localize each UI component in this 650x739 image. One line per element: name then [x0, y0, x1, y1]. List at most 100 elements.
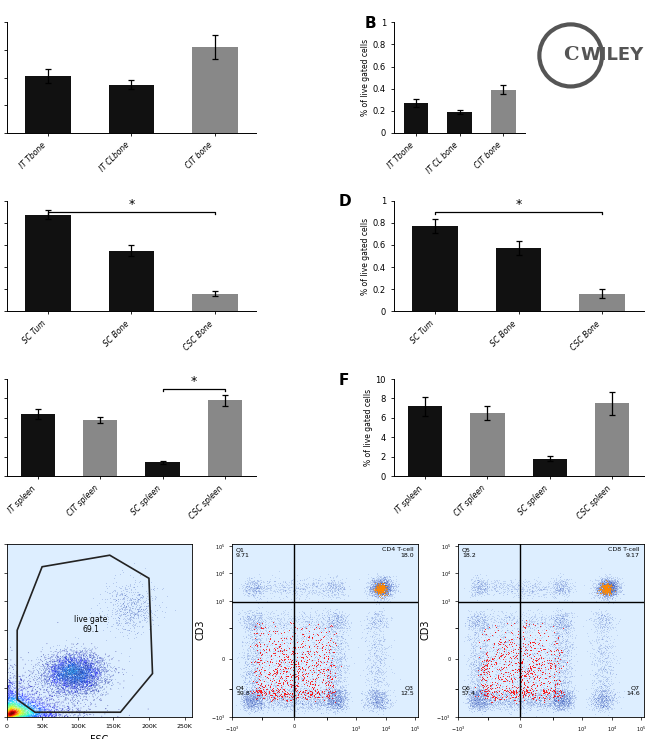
- Point: [278, 583, 288, 595]
- Point: [13, 694, 23, 706]
- Point: [76, 655, 86, 667]
- Point: [563, 619, 573, 630]
- Point: [81, 681, 92, 692]
- Point: [512, 584, 522, 596]
- Point: [526, 582, 537, 593]
- Point: [597, 692, 607, 704]
- Point: [310, 697, 320, 709]
- Point: [249, 590, 259, 602]
- Point: [549, 654, 560, 666]
- Point: [373, 581, 384, 593]
- Point: [247, 655, 257, 667]
- Point: [80, 645, 90, 657]
- Point: [589, 684, 599, 696]
- Point: [376, 605, 386, 617]
- Point: [44, 668, 54, 680]
- Point: [3, 697, 13, 709]
- Point: [30, 661, 40, 673]
- Point: [318, 691, 329, 703]
- Point: [242, 684, 253, 696]
- Point: [384, 583, 394, 595]
- Point: [529, 687, 539, 699]
- Point: [609, 581, 619, 593]
- Point: [244, 701, 254, 713]
- Point: [373, 583, 384, 595]
- Point: [374, 582, 385, 593]
- Point: [378, 584, 388, 596]
- Point: [597, 692, 607, 704]
- Point: [612, 629, 622, 641]
- Point: [12, 709, 22, 721]
- Point: [604, 579, 614, 590]
- Point: [479, 696, 489, 708]
- Point: [326, 680, 337, 692]
- Point: [328, 680, 339, 692]
- Point: [514, 684, 524, 696]
- Point: [600, 576, 610, 588]
- Point: [551, 641, 561, 653]
- Point: [376, 653, 386, 665]
- Point: [287, 684, 297, 696]
- Point: [69, 664, 79, 676]
- Point: [8, 706, 18, 718]
- Point: [11, 667, 21, 679]
- Point: [618, 588, 628, 599]
- Point: [548, 641, 558, 653]
- Point: [3, 698, 14, 709]
- Point: [503, 698, 514, 710]
- Point: [599, 584, 610, 596]
- Point: [468, 581, 478, 593]
- Point: [57, 668, 67, 680]
- Point: [20, 698, 30, 709]
- Point: [287, 653, 297, 665]
- Point: [552, 699, 563, 711]
- Point: [341, 692, 351, 704]
- Point: [554, 634, 564, 646]
- Point: [370, 582, 380, 594]
- Point: [83, 666, 94, 678]
- Point: [84, 690, 94, 702]
- Point: [322, 694, 332, 706]
- Point: [598, 587, 608, 599]
- Point: [270, 585, 280, 597]
- Point: [10, 701, 21, 712]
- Point: [1, 689, 12, 701]
- Point: [326, 580, 336, 592]
- Point: [474, 586, 485, 598]
- Point: [280, 685, 290, 697]
- Point: [520, 690, 530, 702]
- Point: [79, 672, 90, 684]
- Point: [95, 655, 105, 667]
- Point: [277, 636, 287, 647]
- Point: [557, 637, 567, 649]
- Point: [321, 627, 332, 638]
- Point: [60, 669, 70, 681]
- Point: [497, 589, 508, 601]
- Point: [366, 581, 376, 593]
- Point: [23, 709, 34, 721]
- Point: [601, 692, 612, 704]
- Point: [472, 612, 482, 624]
- Point: [552, 630, 563, 641]
- Point: [384, 580, 394, 592]
- Point: [88, 670, 99, 681]
- Point: [56, 677, 66, 689]
- Point: [488, 687, 499, 698]
- Point: [376, 579, 386, 591]
- Point: [18, 699, 29, 711]
- Point: [370, 584, 381, 596]
- Point: [109, 593, 120, 605]
- Point: [335, 690, 346, 702]
- Point: [288, 612, 298, 624]
- Point: [543, 619, 554, 631]
- Point: [607, 698, 618, 709]
- Point: [524, 684, 534, 695]
- Point: [245, 691, 255, 703]
- Point: [285, 689, 295, 701]
- Point: [75, 681, 85, 693]
- Point: [532, 641, 543, 653]
- Point: [59, 644, 70, 656]
- Point: [86, 661, 96, 672]
- Point: [374, 690, 385, 702]
- Point: [475, 693, 486, 705]
